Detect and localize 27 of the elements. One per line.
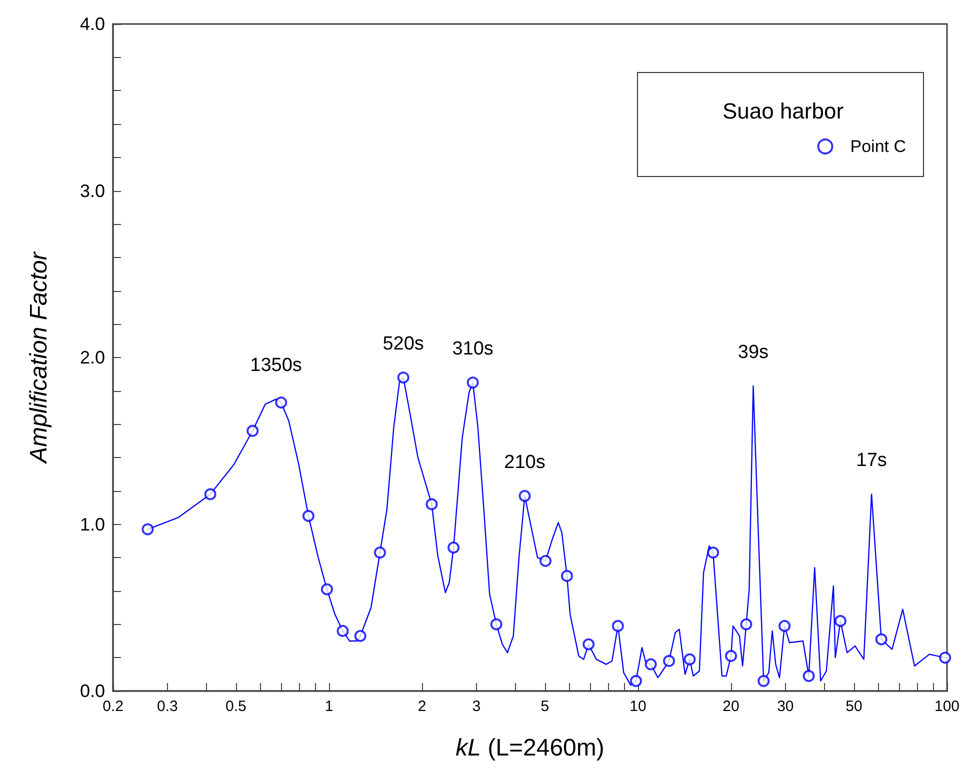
x-tick-label: 1 bbox=[324, 698, 334, 715]
x-tick-label: 50 bbox=[846, 698, 862, 715]
legend-title: Suao harbor bbox=[722, 98, 844, 124]
legend-label: Point C bbox=[850, 137, 906, 156]
x-tick-label: 100 bbox=[934, 698, 960, 715]
y-tick-label: 3.0 bbox=[80, 180, 105, 201]
annotation: 39s bbox=[738, 342, 769, 363]
x-tick-label: 0.2 bbox=[102, 698, 124, 715]
y-tick-label: 2.0 bbox=[80, 348, 105, 368]
x-tick-label: 2 bbox=[418, 698, 426, 715]
annotation: 1350s bbox=[250, 355, 302, 376]
x-tick-label: 20 bbox=[722, 698, 740, 715]
y-tick-label: 0.0 bbox=[80, 681, 105, 701]
y-axis-title: Amplification Factor bbox=[26, 251, 52, 465]
annotation: 520s bbox=[382, 334, 424, 355]
annotation: 310s bbox=[452, 338, 494, 360]
x-tick-label: 5 bbox=[540, 698, 550, 715]
annotation: 210s bbox=[504, 452, 546, 473]
x-tick-label: 3 bbox=[472, 698, 481, 715]
y-tick-label: 4.0 bbox=[80, 14, 105, 34]
x-tick-label: 30 bbox=[777, 698, 794, 715]
x-tick-label: 0.3 bbox=[156, 698, 178, 715]
x-tick-label: 0.5 bbox=[226, 698, 246, 715]
y-tick-label: 1.0 bbox=[80, 514, 105, 534]
x-axis-title: kL (L=2460m) bbox=[456, 734, 604, 762]
annotation: 17s bbox=[856, 450, 887, 472]
x-tick-label: 10 bbox=[630, 698, 646, 715]
